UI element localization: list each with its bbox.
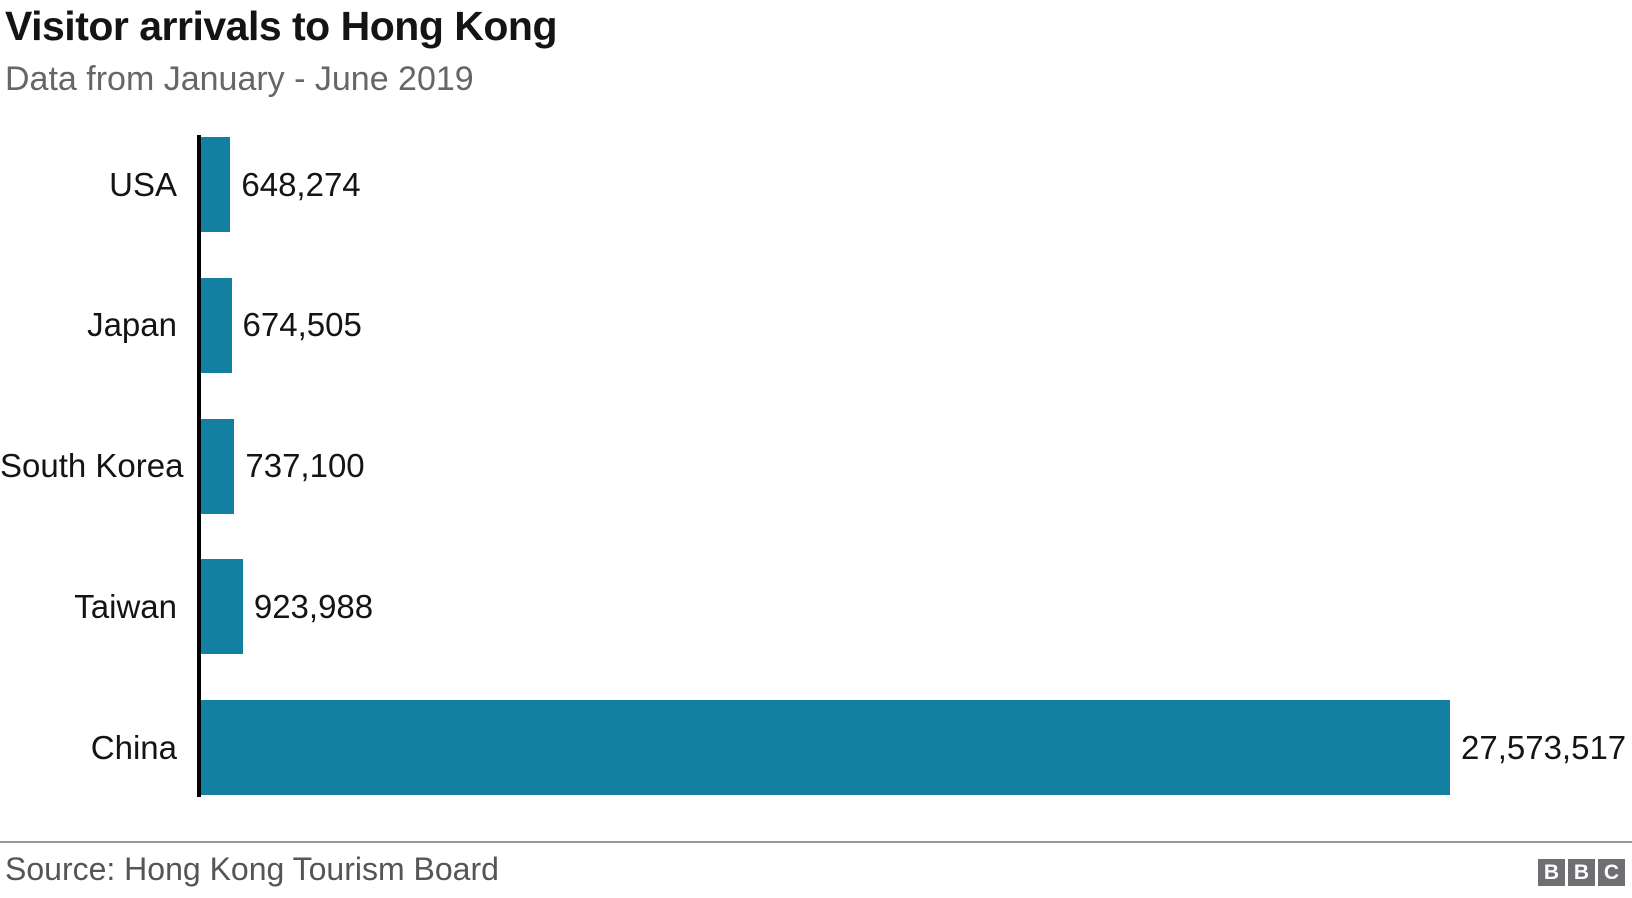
chart-row: China 27,573,517 <box>0 700 1632 795</box>
bar-chart: USA 648,274 Japan 674,505 South Korea 737,100… <box>0 137 1632 795</box>
value-label: 923,988 <box>253 587 374 625</box>
chart-row: Japan 674,505 <box>0 277 1632 373</box>
category-label: South Korea <box>0 447 184 484</box>
bbc-logo-block-c: C <box>1598 859 1625 886</box>
chart-row: Taiwan 923,988 <box>0 559 1632 655</box>
page-title: Visitor arrivals to Hong Kong <box>5 3 558 49</box>
bar-wrap: 737,100 <box>177 418 1632 514</box>
bar <box>201 559 243 655</box>
bar <box>201 700 1450 795</box>
bbc-logo-block-b2: B <box>1568 859 1595 886</box>
bar-wrap: 923,988 <box>177 559 1632 655</box>
y-axis-line <box>197 135 201 797</box>
value-label: 737,100 <box>245 447 365 484</box>
category-label: Japan <box>87 306 177 344</box>
value-label: 27,573,517 <box>1461 728 1627 766</box>
bar-wrap: 674,505 <box>177 277 1632 373</box>
value-label: 648,274 <box>241 165 361 203</box>
category-label: Taiwan <box>74 587 177 625</box>
bar-wrap: 648,274 <box>177 137 1632 232</box>
bbc-logo: B B C <box>1538 859 1625 886</box>
category-label: China <box>90 728 177 766</box>
footer-divider <box>0 841 1632 843</box>
value-label: 674,505 <box>242 306 362 344</box>
chart-row: USA 648,274 <box>0 137 1632 232</box>
bar-wrap: 27,573,517 <box>177 700 1632 795</box>
page-subtitle: Data from January - June 2019 <box>5 60 474 98</box>
bar <box>201 418 235 514</box>
source-text: Source: Hong Kong Tourism Board <box>5 851 499 887</box>
chart-row: South Korea 737,100 <box>0 418 1632 514</box>
bar <box>201 277 232 373</box>
category-label: USA <box>109 165 177 203</box>
bar <box>201 137 231 232</box>
bbc-logo-block-b1: B <box>1538 859 1565 886</box>
